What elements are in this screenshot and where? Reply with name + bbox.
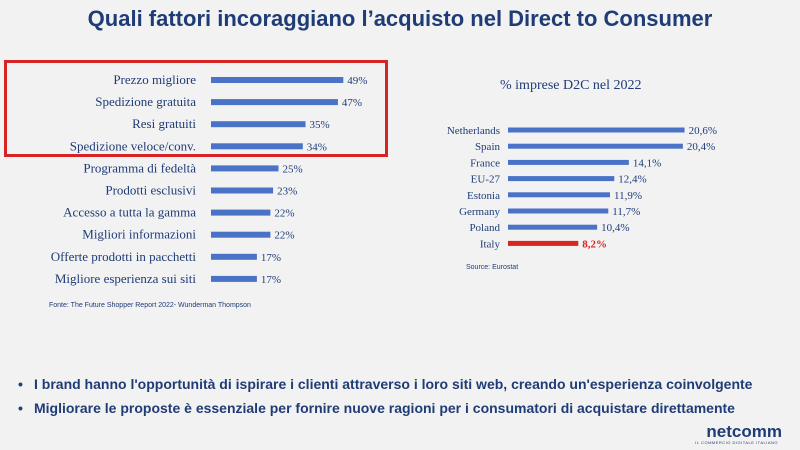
bar: [508, 176, 615, 182]
value-label: 10,4%: [601, 222, 629, 234]
category-label: Spedizione veloce/conv.: [70, 138, 196, 153]
bar: [211, 77, 344, 83]
bar: [211, 231, 271, 238]
bar: [211, 253, 257, 260]
right-chart-source: Source: Eurostat: [466, 264, 519, 271]
bullet-dot-icon: •: [18, 376, 23, 392]
bullet-list: • I brand hanno l'opportunità di ispirar…: [18, 376, 788, 424]
category-label: Resi gratuiti: [132, 116, 196, 131]
category-label: Estonia: [467, 190, 500, 202]
value-label: 49%: [347, 75, 367, 87]
category-label: Poland: [469, 222, 500, 234]
category-label: Migliori informazioni: [82, 227, 196, 242]
category-label: Offerte prodotti in pacchetti: [51, 249, 197, 264]
value-label: 25%: [283, 163, 303, 175]
left-chart-source: Fonte: The Future Shopper Report 2022- W…: [49, 302, 251, 309]
bar: [508, 143, 683, 149]
bar: [211, 209, 271, 216]
category-label: France: [470, 157, 500, 169]
value-label: 12,4%: [618, 174, 646, 186]
value-label: 22%: [274, 208, 294, 220]
bullet-text: Migliorare le proposte è essenziale per …: [34, 400, 735, 416]
value-label: 8,2%: [582, 238, 607, 250]
bar: [211, 121, 306, 128]
bar: [508, 224, 598, 230]
bar: [508, 192, 610, 198]
bar: [211, 99, 338, 106]
value-label: 14,1%: [633, 157, 661, 169]
bar: [508, 159, 629, 165]
bullet-item: • I brand hanno l'opportunità di ispirar…: [18, 376, 788, 392]
bar: [508, 240, 579, 246]
value-label: 20,6%: [689, 125, 717, 137]
category-label: EU-27: [471, 174, 501, 186]
value-label: 11,7%: [612, 206, 640, 218]
category-label: Netherlands: [447, 125, 500, 137]
category-label: Prezzo migliore: [113, 72, 196, 87]
bar: [211, 275, 257, 282]
value-label: 17%: [261, 252, 281, 264]
netcomm-tagline: IL COMMERCIO DIGITALE ITALIANO: [695, 440, 778, 445]
value-label: 11,9%: [614, 190, 642, 202]
value-label: 35%: [310, 119, 330, 131]
bar: [211, 187, 274, 194]
netcomm-logo: netcomm: [706, 422, 782, 441]
right-chart-title: % imprese D2C nel 2022: [500, 78, 642, 93]
category-label: Spain: [475, 141, 501, 153]
bullet-item: • Migliorare le proposte è essenziale pe…: [18, 400, 788, 416]
bullet-text: I brand hanno l'opportunità di ispirare …: [34, 376, 753, 392]
value-label: 22%: [274, 230, 294, 242]
page-title: Quali fattori incoraggiano l’acquisto ne…: [87, 6, 713, 31]
highlight-box: [4, 60, 388, 157]
category-label: Italy: [480, 238, 501, 250]
value-label: 47%: [342, 97, 362, 109]
bullet-dot-icon: •: [18, 400, 23, 416]
bar: [211, 165, 279, 172]
category-label: Germany: [459, 206, 500, 218]
bar: [211, 143, 303, 150]
value-label: 20,4%: [687, 141, 715, 153]
value-label: 34%: [307, 141, 327, 153]
bar: [508, 127, 685, 133]
value-label: 17%: [261, 274, 281, 286]
category-label: Spedizione gratuita: [95, 94, 196, 109]
category-label: Programma di fedeltà: [83, 160, 196, 175]
category-label: Accesso a tutta la gamma: [63, 205, 196, 220]
bar: [508, 208, 609, 214]
category-label: Prodotti esclusivi: [105, 183, 196, 198]
value-label: 23%: [277, 186, 297, 198]
category-label: Migliore esperienza sui siti: [55, 271, 197, 286]
